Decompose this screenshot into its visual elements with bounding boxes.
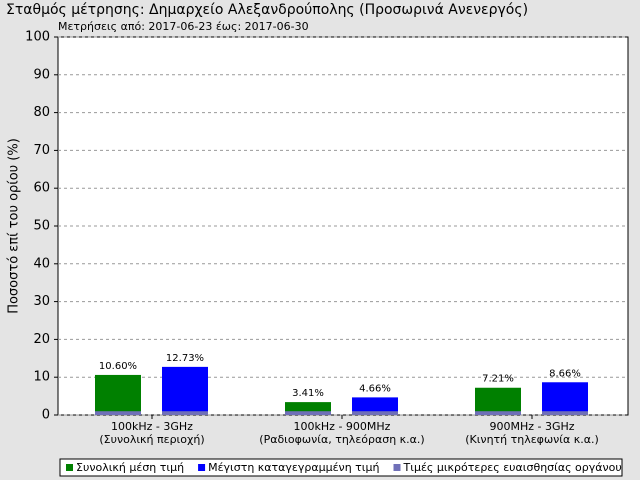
- x-tick-label: 100kHz - 3GHz: [111, 420, 193, 433]
- data-label: 8.66%: [549, 368, 581, 379]
- legend-label: Μέγιστη καταγεγραμμένη τιμή: [208, 461, 379, 474]
- y-axis-label: Ποσοστό επί του ορίου (%): [7, 138, 22, 314]
- legend-swatch: [198, 464, 206, 471]
- y-tick-label: 30: [33, 294, 50, 309]
- bar: [95, 411, 141, 415]
- bar: [352, 397, 398, 415]
- y-tick-label: 10: [33, 370, 50, 385]
- chart-title: Σταθμός μέτρησης: Δημαρχείο Αλεξανδρούπο…: [6, 2, 528, 18]
- bar: [95, 374, 141, 415]
- legend-label: Τιμές μικρότερες ευαισθησίας οργάνου: [403, 461, 622, 474]
- x-tick-label: (Κινητή τηλεφωνία κ.α.): [465, 433, 599, 446]
- data-label: 7.21%: [482, 374, 514, 385]
- bar: [475, 411, 521, 415]
- bar: [475, 387, 521, 415]
- legend-swatch: [393, 464, 401, 471]
- data-label: 4.66%: [359, 383, 391, 394]
- y-tick-label: 70: [33, 143, 50, 158]
- x-tick-label: 100kHz - 900MHz: [294, 420, 391, 433]
- x-tick-label: (Ραδιοφωνία, τηλεόραση κ.α.): [259, 433, 424, 446]
- x-tick-label: 900MHz - 3GHz: [489, 420, 574, 433]
- bar: [162, 366, 208, 415]
- y-tick-label: 0: [42, 408, 50, 423]
- y-tick-label: 40: [33, 256, 50, 271]
- bar: [352, 411, 398, 415]
- y-tick-label: 90: [33, 67, 50, 82]
- bar: [162, 411, 208, 415]
- data-label: 3.41%: [292, 388, 324, 399]
- legend-swatch: [66, 464, 73, 471]
- bar: [542, 382, 588, 415]
- y-tick-label: 50: [33, 219, 50, 234]
- legend-label: Συνολική μέση τιμή: [76, 461, 184, 474]
- y-tick-label: 80: [33, 105, 50, 120]
- data-label: 12.73%: [166, 353, 204, 364]
- y-tick-label: 20: [33, 332, 50, 347]
- x-tick-label: (Συνολική περιοχή): [99, 433, 204, 446]
- legend: [59, 458, 623, 477]
- bar: [285, 411, 331, 415]
- y-tick-label: 60: [33, 181, 50, 196]
- chart-subtitle: Μετρήσεις από: 2017-06-23 έως: 2017-06-3…: [58, 20, 309, 33]
- y-tick-label: 100: [25, 30, 50, 45]
- bar: [542, 411, 588, 415]
- data-label: 10.60%: [99, 361, 137, 372]
